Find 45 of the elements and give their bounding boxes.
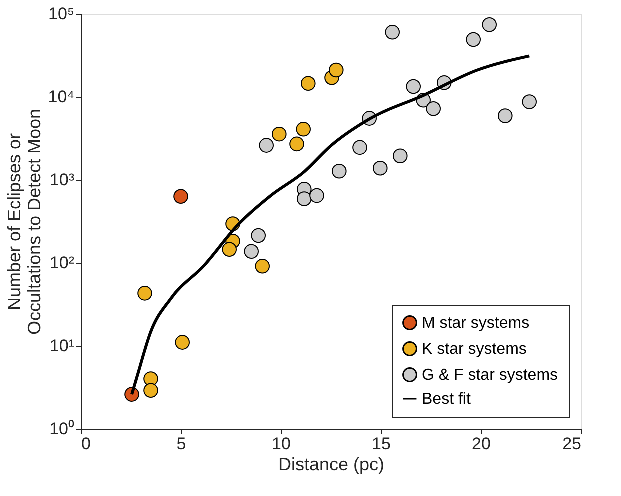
- point: [373, 161, 388, 176]
- x-tick-label: 20: [472, 434, 491, 454]
- point: [297, 192, 312, 206]
- point: [175, 335, 190, 350]
- point: [144, 383, 158, 398]
- point: [310, 188, 324, 204]
- legend-label: M star systems: [422, 315, 530, 332]
- point: [466, 32, 481, 48]
- y-axis-title: Number of Eclipses or Occultations to Detect Moon: [4, 108, 44, 336]
- x-tick-label: 10: [272, 434, 291, 454]
- point: [522, 94, 537, 110]
- x-axis-title: Distance (pc): [278, 454, 385, 474]
- y-tick-label: 10²: [50, 254, 75, 272]
- point: [406, 79, 421, 94]
- x-tick-label: 15: [372, 434, 391, 454]
- point: [352, 140, 368, 156]
- point: [138, 286, 152, 301]
- point: [329, 62, 344, 78]
- point: [259, 138, 274, 153]
- y-tick-label: 10³: [50, 170, 75, 190]
- y-tick-label: 10⁴: [48, 88, 74, 106]
- point: [332, 164, 347, 179]
- point: [393, 148, 408, 164]
- x-tick-label: 5: [176, 434, 186, 454]
- point: [222, 242, 237, 257]
- point: [296, 122, 311, 137]
- legend-label: K star systems: [422, 341, 527, 358]
- point: [385, 25, 400, 40]
- point: [290, 136, 304, 152]
- point: [244, 244, 259, 260]
- point: [251, 228, 266, 244]
- point: [272, 126, 287, 142]
- point: [174, 189, 188, 204]
- y-tick-label: 10¹: [50, 336, 75, 356]
- x-tick-label: 0: [82, 434, 91, 454]
- point: [426, 101, 441, 116]
- point: [482, 17, 497, 32]
- y-tick-label: 10⁰: [50, 420, 74, 438]
- point: [301, 76, 316, 91]
- legend-label: Best fit: [422, 391, 472, 408]
- x-tick-label: 25: [562, 434, 582, 454]
- y-tick-label: 10⁵: [48, 4, 74, 24]
- point: [498, 108, 513, 124]
- point: [255, 259, 270, 274]
- legend-label: G & F star systems: [422, 367, 558, 384]
